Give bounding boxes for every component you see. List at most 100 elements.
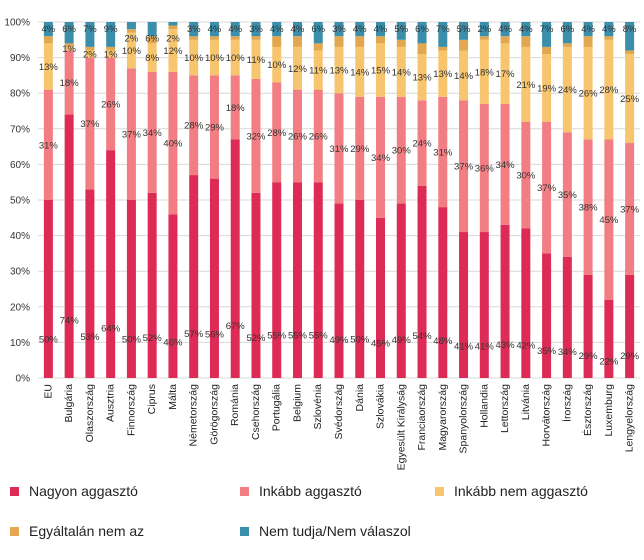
category-label: Észtország <box>581 384 594 436</box>
data-label: 5% <box>457 24 471 35</box>
data-label: 2% <box>477 24 491 35</box>
legend-swatch <box>240 486 249 496</box>
bar-segment <box>562 132 572 257</box>
bar-segment <box>106 50 116 58</box>
bar-segment <box>43 22 53 37</box>
legend-label: Nagyon aggasztó <box>29 483 138 499</box>
bar-segment <box>147 43 157 72</box>
legend-swatch <box>10 486 19 496</box>
data-label: 26% <box>288 131 308 142</box>
data-label: 6% <box>415 24 429 35</box>
data-label: 34% <box>496 160 516 171</box>
bar-segment <box>500 36 510 44</box>
data-label: 52% <box>246 333 266 344</box>
data-label: 18% <box>60 78 80 89</box>
bar-segment <box>189 36 199 40</box>
category-label: Hollandia <box>478 384 490 428</box>
y-tick-label: 50% <box>10 196 30 207</box>
data-label: 13% <box>39 62 59 73</box>
bar-segment <box>147 192 157 378</box>
bar-segment <box>604 22 614 37</box>
bar-segment <box>64 46 74 51</box>
bar-segment <box>272 46 282 83</box>
data-label: 24% <box>413 139 433 150</box>
y-tick-label: 70% <box>10 124 30 135</box>
bar-segment <box>500 224 510 378</box>
bar-segment <box>292 36 302 47</box>
data-label: 45% <box>599 215 619 226</box>
data-label: 26% <box>309 131 329 142</box>
bar-segment <box>334 22 344 37</box>
data-label: 22% <box>599 356 619 367</box>
category-label: Dánia <box>354 384 366 412</box>
data-label: 53% <box>80 332 100 343</box>
data-label: 31% <box>39 140 59 151</box>
data-label: 4% <box>498 24 512 35</box>
bar-segment <box>417 54 427 101</box>
category-label: Franciaország <box>416 384 428 451</box>
bar-segment <box>396 22 406 40</box>
y-tick-label: 0% <box>16 374 31 385</box>
bar-segment <box>126 68 136 200</box>
bar-segment <box>272 82 282 183</box>
legend-label: Egyáltalán nem az <box>29 523 145 539</box>
data-label: 57% <box>184 329 204 340</box>
bar-segment <box>209 75 219 179</box>
data-label: 11% <box>309 66 328 77</box>
bar-segment <box>625 50 635 55</box>
bar-segment <box>376 36 386 44</box>
category-label: Németország <box>188 384 200 447</box>
bar-segment <box>85 22 95 47</box>
category-label: Ciprus <box>146 384 158 414</box>
bar-segment <box>168 214 178 378</box>
bar-segment <box>625 274 635 378</box>
data-label: 34% <box>558 347 578 358</box>
bar-segment <box>292 182 302 378</box>
data-label: 15% <box>371 66 391 77</box>
data-label: 25% <box>620 94 640 105</box>
data-label: 50% <box>39 334 59 345</box>
data-label: 13% <box>433 69 453 80</box>
data-label: 14% <box>454 71 474 82</box>
data-label: 29% <box>579 351 599 362</box>
data-label: 7% <box>540 24 554 35</box>
bar-segment <box>189 22 199 37</box>
bar-segment <box>126 32 136 69</box>
bar-segment <box>396 46 406 97</box>
bar-segment <box>189 39 199 76</box>
legend-label: Inkább nem aggasztó <box>454 483 588 499</box>
data-label: 49% <box>329 335 349 346</box>
data-label: 4% <box>208 24 222 35</box>
bar-segment <box>85 50 95 58</box>
y-tick-label: 60% <box>10 160 30 171</box>
data-label: 48% <box>433 336 453 347</box>
bar-segment <box>376 43 386 97</box>
data-label: 12% <box>163 46 183 57</box>
bar-segment <box>355 46 365 97</box>
bar-segment <box>64 114 74 378</box>
y-tick-label: 40% <box>10 231 30 242</box>
data-label: 32% <box>246 131 266 142</box>
data-label: 41% <box>475 341 495 352</box>
data-label: 4% <box>228 24 242 35</box>
data-label: 13% <box>413 73 433 84</box>
category-label: EU <box>42 384 54 399</box>
bar-segment <box>251 78 261 193</box>
data-label: 55% <box>288 330 308 341</box>
bar-segment <box>209 178 219 378</box>
bar-segment <box>168 29 178 72</box>
data-label: 49% <box>392 335 412 346</box>
data-label: 64% <box>101 323 121 334</box>
y-tick-label: 10% <box>10 338 30 349</box>
bar-segment <box>251 192 261 378</box>
category-label: Portugália <box>271 384 283 431</box>
bar-segment <box>251 39 261 79</box>
bar-segment <box>251 36 261 40</box>
category-label: Málta <box>167 384 179 410</box>
data-label: 12% <box>288 64 308 75</box>
category-label: Luxemburg <box>603 384 615 437</box>
bar-segment <box>313 43 323 51</box>
stacked-bar-chart: 0% 10% 20% 30% 40% 50% 60% 70% 80% 90% 100% EU Bulgá… <box>4 18 640 470</box>
bar-segment <box>126 22 136 30</box>
